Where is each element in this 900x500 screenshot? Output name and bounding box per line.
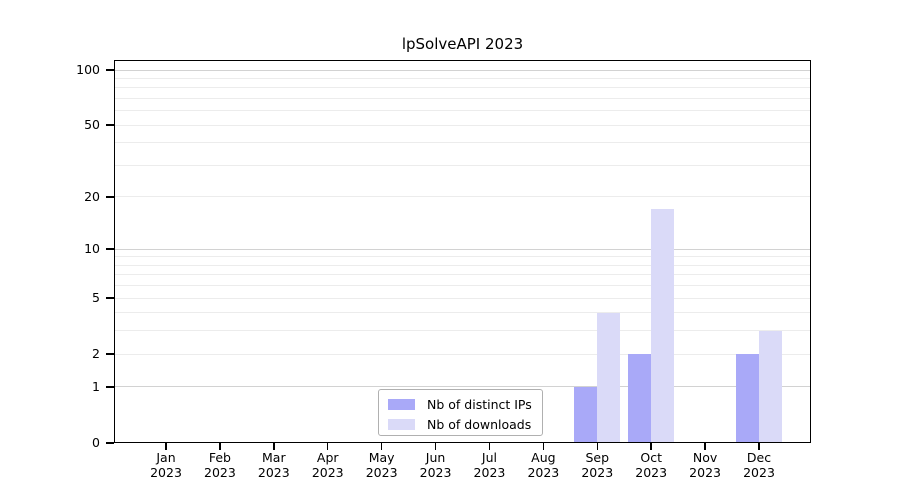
x-tick-label-year: 2023 — [257, 465, 290, 480]
bar-downloads-oct — [651, 209, 675, 443]
minor-gridline-7 — [114, 274, 811, 276]
x-tick-label-may: May 2023 — [350, 450, 414, 480]
x-tick-apr — [326, 443, 329, 450]
x-tick-label-aug: Aug 2023 — [511, 450, 575, 480]
x-tick-jan — [165, 443, 167, 450]
y-tick-10 — [106, 248, 114, 250]
y-tick-label-1: 1 — [92, 378, 100, 394]
y-tick-1 — [106, 386, 114, 388]
x-tick-mar — [273, 443, 275, 450]
minor-gridline-80 — [114, 87, 811, 89]
x-tick-label-year: 2023 — [581, 465, 614, 480]
x-tick-sep — [596, 443, 599, 450]
x-tick-label-month: Jan — [156, 450, 176, 465]
x-tick-label-year: 2023 — [365, 465, 398, 480]
x-tick-oct — [650, 443, 652, 450]
y-tick-20 — [106, 196, 114, 198]
x-tick-label-jul: Jul 2023 — [457, 450, 521, 480]
x-tick-label-month: Oct — [640, 450, 662, 465]
x-tick-label-apr: Apr 2023 — [296, 450, 360, 480]
x-tick-label-year: 2023 — [311, 465, 344, 480]
x-tick-label-nov: Nov 2023 — [673, 450, 737, 480]
bar-downloads-sep — [597, 312, 621, 443]
minor-gridline-8 — [114, 264, 811, 266]
x-tick-label-month: Dec — [746, 450, 772, 465]
x-tick-label-month: Feb — [208, 450, 231, 465]
y-tick-100 — [106, 69, 114, 71]
legend-item-downloads: Nb of downloads — [388, 414, 542, 434]
minor-gridline-90 — [114, 77, 811, 79]
x-tick-label-mar: Mar 2023 — [242, 450, 306, 480]
y-tick-label-50: 50 — [84, 117, 100, 133]
x-tick-label-month: Jun — [425, 450, 446, 465]
minor-gridline-5 — [114, 297, 811, 299]
y-tick-50 — [106, 124, 114, 126]
x-tick-label-oct: Oct 2023 — [619, 450, 683, 480]
x-tick-label-jun: Jun 2023 — [404, 450, 468, 480]
bar-distinct-ips-oct — [628, 354, 652, 443]
x-tick-may — [380, 443, 383, 450]
legend-label-downloads: Nb of downloads — [427, 416, 532, 432]
major-gridline-10 — [114, 248, 811, 250]
bar-downloads-dec — [759, 330, 782, 443]
minor-gridline-2 — [114, 353, 811, 355]
y-tick-label-5: 5 — [92, 290, 100, 306]
x-tick-label-month: Mar — [262, 450, 286, 465]
x-tick-label-year: 2023 — [473, 465, 506, 480]
major-gridline-100 — [114, 69, 811, 71]
x-tick-label-month: Jul — [481, 450, 497, 465]
legend-swatch-distinct-ips — [388, 398, 415, 410]
x-tick-dec — [758, 443, 760, 450]
minor-gridline-40 — [114, 142, 811, 144]
chart-title: lpSolveAPI 2023 — [401, 35, 524, 53]
legend: Nb of distinct IPs Nb of downloads — [378, 389, 543, 436]
x-tick-label-year: 2023 — [689, 465, 721, 480]
plot-area: Nb of distinct IPs Nb of downloads — [114, 60, 811, 443]
legend-label-distinct-ips: Nb of distinct IPs — [427, 396, 532, 412]
x-tick-label-month: Nov — [692, 450, 718, 465]
minor-gridline-50 — [114, 124, 811, 126]
minor-gridline-3 — [114, 330, 811, 332]
minor-gridline-20 — [114, 196, 811, 198]
x-tick-label-year: 2023 — [635, 465, 668, 480]
x-tick-aug — [542, 443, 545, 450]
x-tick-label-month: Apr — [316, 450, 339, 465]
x-tick-label-month: Sep — [585, 450, 610, 465]
x-tick-label-month: Aug — [531, 450, 556, 465]
x-tick-jun — [434, 443, 437, 450]
x-tick-label-year: 2023 — [743, 465, 775, 480]
legend-item-distinct-ips: Nb of distinct IPs — [388, 394, 542, 414]
x-tick-feb — [219, 443, 221, 450]
x-tick-label-jan: Jan 2023 — [134, 450, 198, 480]
minor-gridline-4 — [114, 312, 811, 314]
y-tick-label-0: 0 — [92, 435, 100, 450]
x-tick-label-feb: Feb 2023 — [188, 450, 252, 480]
minor-gridline-60 — [114, 110, 811, 112]
y-tick-5 — [106, 297, 114, 299]
x-tick-label-year: 2023 — [527, 465, 560, 480]
bar-distinct-ips-dec — [736, 354, 759, 443]
y-tick-2 — [106, 353, 114, 355]
x-tick-jul — [488, 443, 491, 450]
y-tick-label-2: 2 — [92, 346, 100, 362]
y-tick-label-20: 20 — [84, 188, 100, 204]
minor-gridline-6 — [114, 285, 811, 287]
y-tick-0 — [106, 442, 114, 444]
y-tick-label-100: 100 — [76, 62, 100, 77]
minor-gridline-9 — [114, 256, 811, 258]
minor-gridline-70 — [114, 97, 811, 99]
x-tick-label-year: 2023 — [150, 465, 182, 480]
bar-distinct-ips-sep — [574, 386, 598, 443]
y-tick-label-10: 10 — [84, 241, 100, 257]
x-tick-label-dec: Dec 2023 — [727, 450, 791, 480]
major-gridline-1 — [114, 386, 811, 388]
x-tick-nov — [704, 443, 706, 450]
minor-gridline-30 — [114, 164, 811, 166]
x-tick-label-year: 2023 — [419, 465, 452, 480]
x-tick-label-year: 2023 — [204, 465, 236, 480]
legend-swatch-downloads — [388, 418, 415, 430]
x-tick-label-sep: Sep 2023 — [565, 450, 629, 480]
x-tick-label-month: May — [368, 450, 395, 465]
